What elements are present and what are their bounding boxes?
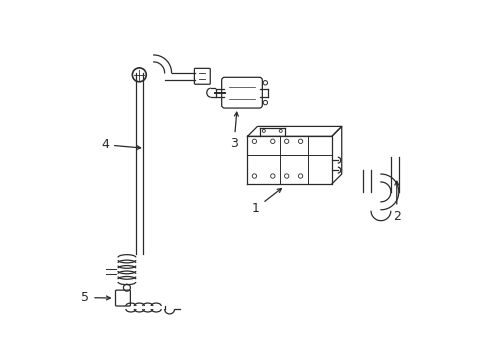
- Text: 3: 3: [230, 112, 238, 150]
- Text: 4: 4: [101, 138, 141, 151]
- Text: 1: 1: [251, 189, 281, 215]
- Text: 5: 5: [81, 291, 110, 304]
- Text: 2: 2: [392, 181, 400, 223]
